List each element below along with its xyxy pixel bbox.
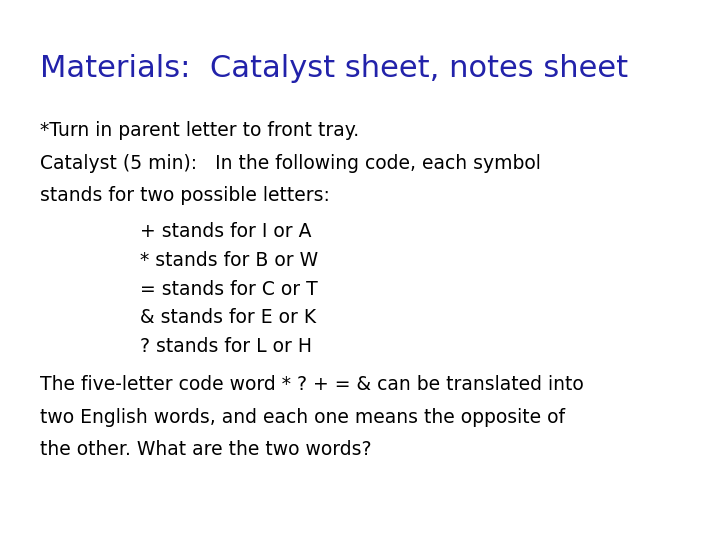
Text: The five-letter code word * ? + = & can be translated into: The five-letter code word * ? + = & can …: [40, 375, 583, 394]
Text: Materials:  Catalyst sheet, notes sheet: Materials: Catalyst sheet, notes sheet: [40, 54, 628, 83]
Text: & stands for E or K: & stands for E or K: [140, 308, 317, 327]
Text: = stands for C or T: = stands for C or T: [140, 280, 318, 299]
Text: *Turn in parent letter to front tray.: *Turn in parent letter to front tray.: [40, 122, 359, 140]
Text: two English words, and each one means the opposite of: two English words, and each one means th…: [40, 408, 564, 427]
Text: + stands for I or A: + stands for I or A: [140, 222, 312, 241]
Text: ? stands for L or H: ? stands for L or H: [140, 337, 312, 356]
Text: * stands for B or W: * stands for B or W: [140, 251, 318, 270]
Text: the other. What are the two words?: the other. What are the two words?: [40, 440, 371, 459]
Text: Catalyst (5 min):   In the following code, each symbol: Catalyst (5 min): In the following code,…: [40, 154, 541, 173]
Text: stands for two possible letters:: stands for two possible letters:: [40, 186, 330, 205]
